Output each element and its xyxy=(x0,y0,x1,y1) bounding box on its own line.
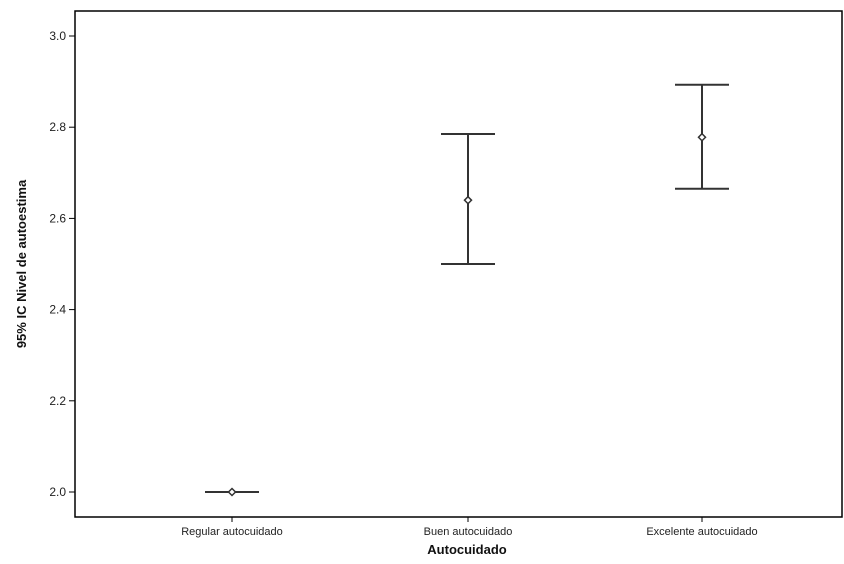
y-tick-label: 2.8 xyxy=(49,120,66,134)
y-tick-label: 2.6 xyxy=(49,211,66,225)
mean-marker xyxy=(697,132,707,142)
error-bar xyxy=(205,487,259,497)
mean-marker xyxy=(227,487,237,497)
x-tick-label: Buen autocuidado xyxy=(424,526,513,538)
y-axis: 2.0 2.2 2.4 2.6 2.8 3.0 xyxy=(49,29,75,499)
x-axis-title: Autocuidado xyxy=(427,542,506,557)
error-bars xyxy=(205,83,729,497)
y-axis-title: 95% IC Nivel de autoestima xyxy=(14,179,29,348)
y-tick-label: 2.4 xyxy=(49,303,66,317)
error-bar xyxy=(675,83,729,190)
y-tick-label: 2.0 xyxy=(49,485,66,499)
y-tick-label: 2.2 xyxy=(49,394,66,408)
y-tick-label: 3.0 xyxy=(49,29,66,43)
x-tick-label: Excelente autocuidado xyxy=(646,526,757,538)
x-tick-label: Regular autocuidado xyxy=(181,526,283,538)
error-bar xyxy=(441,133,495,265)
mean-marker xyxy=(463,195,473,205)
x-axis: Regular autocuidado Buen autocuidado Excel… xyxy=(181,517,758,538)
